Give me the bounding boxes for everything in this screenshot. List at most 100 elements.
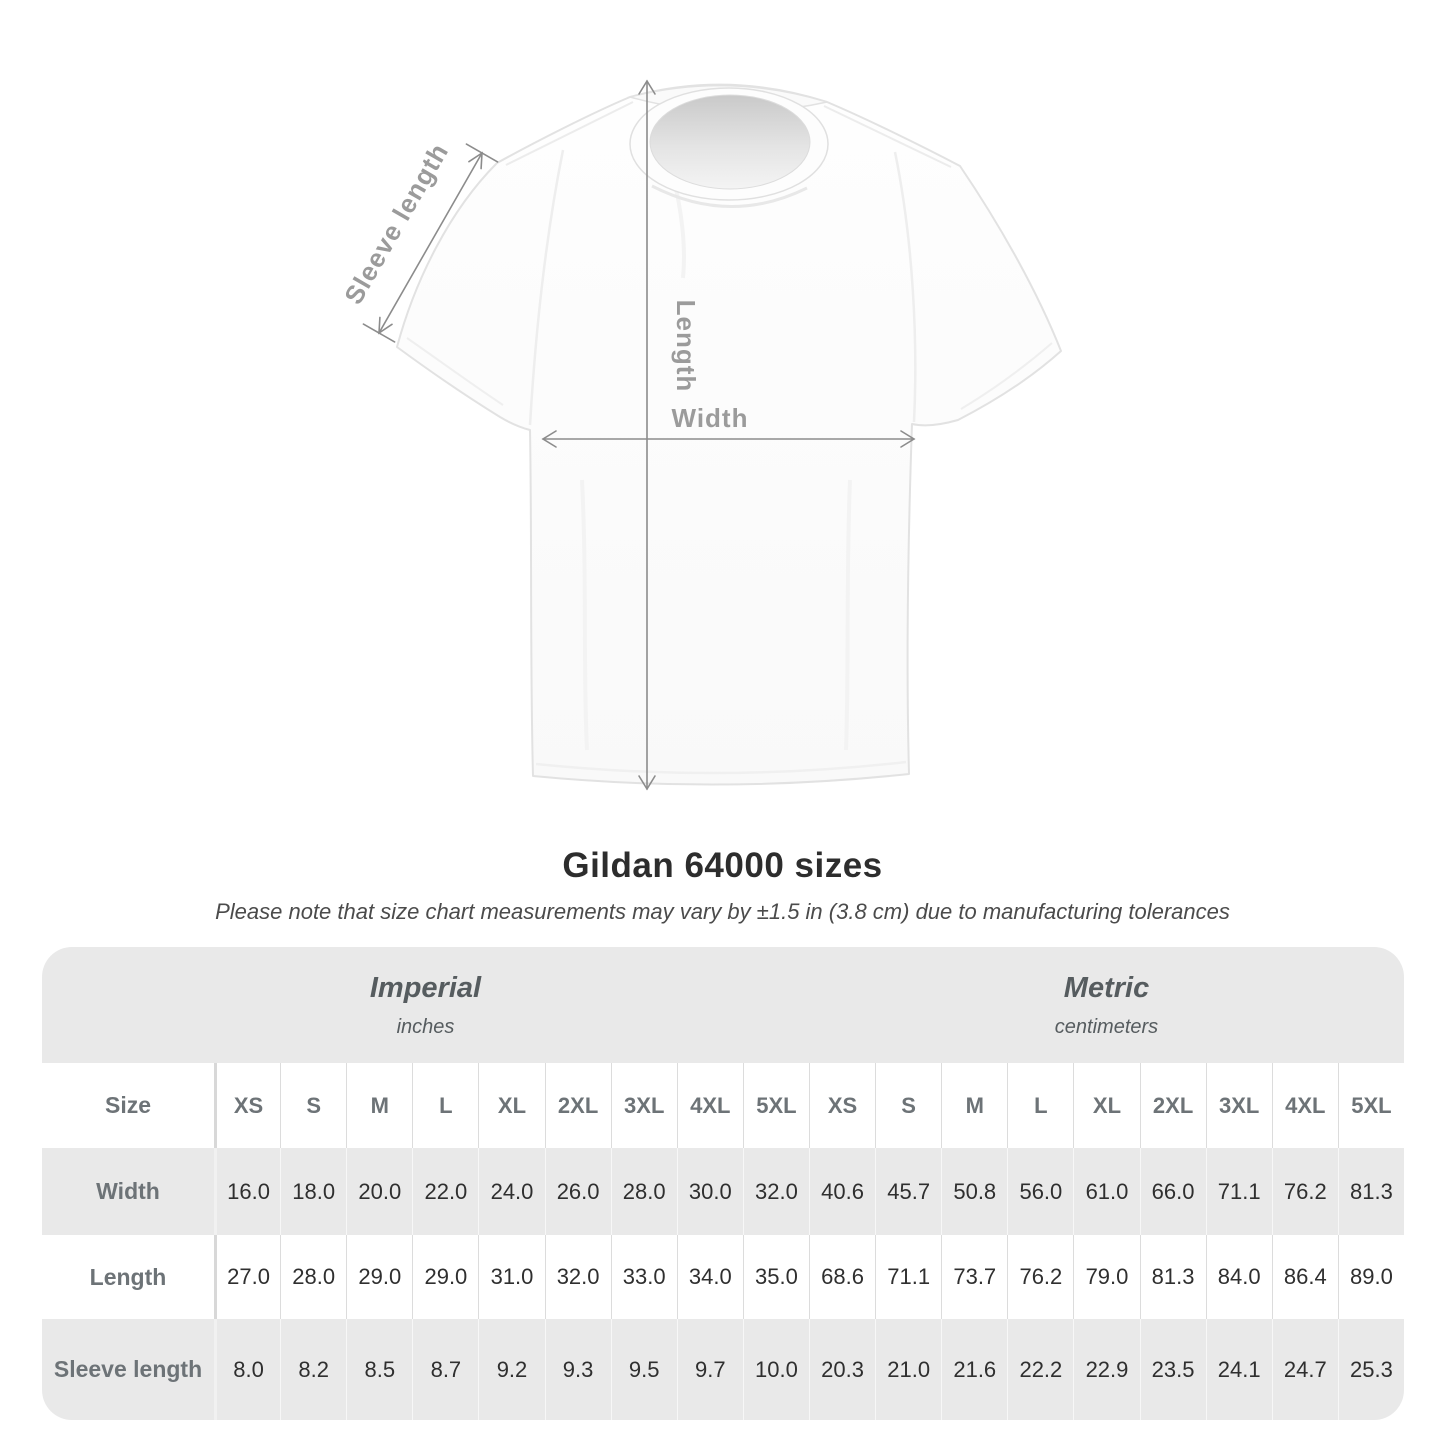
value-cell: 61.0 (1073, 1148, 1140, 1235)
value-cell: 76.2 (1007, 1235, 1074, 1319)
value-cell: 86.4 (1271, 1235, 1338, 1319)
value-cell: 24.1 (1205, 1319, 1272, 1420)
size-col-header: M (941, 1063, 1008, 1148)
size-col-header: S (875, 1063, 942, 1148)
collar-opening (649, 94, 811, 190)
value-cell: 50.8 (941, 1148, 1008, 1235)
size-col-header: XL (478, 1063, 545, 1148)
width-arrow (541, 430, 916, 448)
size-chart-table: Imperial inches Metric centimeters Size … (42, 947, 1404, 1420)
value-cell: 31.0 (478, 1235, 545, 1319)
value-cell: 32.0 (742, 1148, 809, 1235)
size-col-header: 4XL (676, 1063, 743, 1148)
size-col-header: S (280, 1063, 347, 1148)
value-cell: 10.0 (742, 1319, 809, 1420)
value-cell: 73.7 (941, 1235, 1008, 1319)
value-cell: 33.0 (610, 1235, 677, 1319)
value-cell: 24.7 (1271, 1319, 1338, 1420)
value-cell: 35.0 (742, 1235, 809, 1319)
size-col-header: 3XL (1205, 1063, 1272, 1148)
value-cell: 81.3 (1337, 1148, 1404, 1235)
value-cell: 40.6 (808, 1148, 876, 1235)
length-row: Length 27.0 28.0 29.0 29.0 31.0 32.0 33.… (42, 1235, 1404, 1319)
width-label: Width (672, 403, 749, 433)
value-cell: 9.2 (478, 1319, 545, 1420)
value-cell: 9.7 (676, 1319, 743, 1420)
value-cell: 8.0 (214, 1319, 281, 1420)
value-cell: 89.0 (1337, 1235, 1404, 1319)
value-cell: 22.2 (1007, 1319, 1074, 1420)
value-cell: 66.0 (1139, 1148, 1206, 1235)
size-col-header: 2XL (1139, 1063, 1206, 1148)
value-cell: 8.5 (346, 1319, 413, 1420)
size-col-header: M (346, 1063, 413, 1148)
value-cell: 45.7 (875, 1148, 942, 1235)
imperial-group-header: Imperial inches (42, 947, 809, 1063)
tshirt-illustration: Sleeve length Length Width (338, 79, 1062, 791)
value-cell: 22.9 (1073, 1319, 1140, 1420)
row-label: Length (42, 1235, 214, 1319)
imperial-label: Imperial (369, 972, 482, 1004)
value-cell: 29.0 (412, 1235, 479, 1319)
value-cell: 71.1 (875, 1235, 942, 1319)
length-label: Length (671, 300, 701, 393)
value-cell: 26.0 (544, 1148, 611, 1235)
value-cell: 22.0 (412, 1148, 479, 1235)
value-cell: 8.7 (412, 1319, 479, 1420)
value-cell: 76.2 (1271, 1148, 1338, 1235)
length-arrow (638, 79, 656, 791)
row-label: Width (42, 1148, 214, 1235)
size-col-header: L (1007, 1063, 1074, 1148)
value-cell: 24.0 (478, 1148, 545, 1235)
value-cell: 20.3 (808, 1319, 876, 1420)
value-cell: 28.0 (610, 1148, 677, 1235)
value-cell: 29.0 (346, 1235, 413, 1319)
value-cell: 30.0 (676, 1148, 743, 1235)
size-col-header: 3XL (610, 1063, 677, 1148)
value-cell: 23.5 (1139, 1319, 1206, 1420)
tolerance-note: Please note that size chart measurements… (215, 899, 1230, 924)
size-col-header: 5XL (1337, 1063, 1404, 1148)
size-header-row: Size XS S M L XL 2XL 3XL 4XL 5XL XS S M … (42, 1063, 1404, 1148)
value-cell: 32.0 (544, 1235, 611, 1319)
value-cell: 34.0 (676, 1235, 743, 1319)
value-cell: 25.3 (1337, 1319, 1404, 1420)
size-col-header: 4XL (1271, 1063, 1338, 1148)
size-chart-table-container: Imperial inches Metric centimeters Size … (42, 947, 1404, 1420)
value-cell: 18.0 (280, 1148, 347, 1235)
size-col-header: XL (1073, 1063, 1140, 1148)
value-cell: 81.3 (1139, 1235, 1206, 1319)
row-label: Sleeve length (42, 1319, 214, 1420)
metric-unit-label: centimeters (1054, 1016, 1159, 1038)
value-cell: 28.0 (280, 1235, 347, 1319)
value-cell: 16.0 (214, 1148, 281, 1235)
value-cell: 21.6 (941, 1319, 1008, 1420)
size-header-cell: Size (42, 1063, 214, 1148)
tshirt-body-shape (396, 83, 1062, 786)
value-cell: 68.6 (808, 1235, 876, 1319)
value-cell: 8.2 (280, 1319, 347, 1420)
value-cell: 21.0 (875, 1319, 942, 1420)
sleeve-length-row: Sleeve length 8.0 8.2 8.5 8.7 9.2 9.3 9.… (42, 1319, 1404, 1420)
unit-group-header-row: Imperial inches Metric centimeters (42, 947, 1404, 1063)
size-col-header: 2XL (544, 1063, 611, 1148)
imperial-unit-label: inches (396, 1016, 455, 1038)
size-col-header: L (412, 1063, 479, 1148)
sleeve-length-arrow (362, 143, 499, 343)
page-title: Gildan 64000 sizes (562, 846, 883, 885)
metric-label: Metric (1063, 972, 1150, 1004)
value-cell: 27.0 (214, 1235, 281, 1319)
value-cell: 9.5 (610, 1319, 677, 1420)
value-cell: 84.0 (1205, 1235, 1272, 1319)
value-cell: 79.0 (1073, 1235, 1140, 1319)
size-col-header: XS (214, 1063, 281, 1148)
value-cell: 71.1 (1205, 1148, 1272, 1235)
value-cell: 20.0 (346, 1148, 413, 1235)
value-cell: 56.0 (1007, 1148, 1074, 1235)
tshirt-measurement-diagram: Sleeve length Length Width (330, 50, 1130, 830)
width-row: Width 16.0 18.0 20.0 22.0 24.0 26.0 28.0… (42, 1148, 1404, 1235)
size-col-header: XS (808, 1063, 876, 1148)
value-cell: 9.3 (544, 1319, 611, 1420)
size-col-header: 5XL (742, 1063, 809, 1148)
metric-group-header: Metric centimeters (808, 947, 1404, 1063)
